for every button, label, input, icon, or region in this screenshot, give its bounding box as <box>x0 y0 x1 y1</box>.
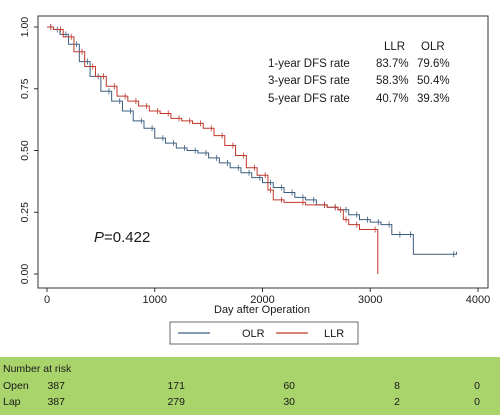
risk-value: 171 <box>167 380 185 392</box>
risk-value: 387 <box>47 380 65 392</box>
risk-row-label: Open <box>3 380 29 392</box>
risk-row-label: Lap <box>3 396 21 408</box>
rate-row-llr: 58.3% <box>376 75 409 87</box>
risk-value: 60 <box>283 380 295 392</box>
risk-value: 387 <box>47 396 65 408</box>
rate-table: LLR OLR 1-year DFS rate 83.7% 79.6% 3-ye… <box>268 41 450 105</box>
legend-box <box>169 321 359 345</box>
number-at-risk-table: Number at risk Open 387 171 60 8 0 Lap 3… <box>0 357 500 415</box>
y-tick-label: 0.00 <box>19 264 31 285</box>
risk-value: 0 <box>474 396 480 408</box>
risk-row-lap: Lap 387 279 30 2 0 <box>0 396 500 409</box>
risk-value: 279 <box>167 396 185 408</box>
x-tick-label: 4000 <box>466 294 490 306</box>
legend-label-llr: LLR <box>324 328 344 340</box>
rate-row-label: 5-year DFS rate <box>268 93 350 105</box>
x-axis-label: Day after Operation <box>214 304 310 316</box>
x-tick-label: 3000 <box>358 294 382 306</box>
axes <box>34 15 489 292</box>
p-value-rest: =0.422 <box>104 229 150 246</box>
survival-chart: 0 1000 2000 3000 4000 0.00 0.25 0.50 0.75 1.00 Da… <box>19 15 491 345</box>
p-value-italic: P <box>94 229 104 246</box>
risk-value: 8 <box>394 380 400 392</box>
x-tick-label: 2000 <box>250 294 274 306</box>
rate-row-llr: 40.7% <box>376 93 409 105</box>
rate-row-olr: 79.6% <box>417 58 450 70</box>
risk-table-title: Number at risk <box>3 363 72 375</box>
rate-row-label: 1-year DFS rate <box>268 58 350 70</box>
risk-row-open: Open 387 171 60 8 0 <box>0 380 500 393</box>
tick-labels: 0 1000 2000 3000 4000 0.00 0.25 0.50 0.75 1.00 <box>19 17 490 306</box>
rate-row-label: 3-year DFS rate <box>268 75 350 87</box>
risk-value: 2 <box>394 396 400 408</box>
risk-value: 30 <box>283 396 295 408</box>
x-tick-label: 1000 <box>143 294 167 306</box>
rate-header-llr: LLR <box>384 41 405 53</box>
rate-row-olr: 39.3% <box>417 93 450 105</box>
p-value-annotation: P=0.422 <box>94 229 150 246</box>
x-tick-label: 0 <box>44 294 50 306</box>
y-tick-label: 0.50 <box>19 140 31 161</box>
y-tick-label: 0.75 <box>19 78 31 99</box>
legend: OLR LLR <box>169 321 359 345</box>
rate-header-olr: OLR <box>421 41 445 53</box>
risk-value: 0 <box>474 380 480 392</box>
series-lines <box>47 24 457 274</box>
series-line-llr <box>47 26 379 274</box>
y-tick-label: 0.25 <box>19 202 31 223</box>
legend-label-olr: OLR <box>242 328 265 340</box>
series-line-olr <box>47 26 457 255</box>
rate-row-olr: 50.4% <box>417 75 450 87</box>
rate-row-llr: 83.7% <box>376 58 409 70</box>
y-tick-label: 1.00 <box>19 17 31 38</box>
